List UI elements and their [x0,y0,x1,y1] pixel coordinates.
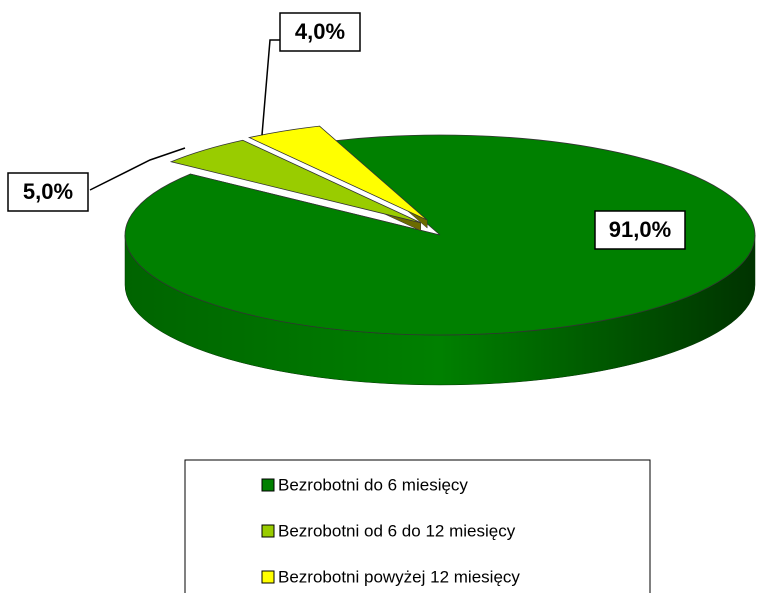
legend-label: Bezrobotni od 6 do 12 miesięcy [278,521,516,540]
legend-swatch [261,570,275,584]
legend-swatch [261,478,275,492]
pie [124,125,756,386]
value-label: 5,0% [23,179,73,204]
pie-slice [247,125,428,221]
legend-swatch [261,524,275,538]
leader-line [261,39,285,136]
value-label-box [7,172,89,212]
pie-slice [169,139,421,224]
value-label-box [594,210,686,250]
legend-label: Bezrobotni powyżej 12 miesięcy [278,567,520,586]
value-labels: 91,0% 5,0% 4,0% [7,12,686,250]
value-label: 91,0% [609,217,671,242]
legend: Bezrobotni do 6 miesięcy Bezrobotni od 6 … [261,475,520,586]
legend-label: Bezrobotni do 6 miesięcy [278,475,468,494]
value-label: 4,0% [295,19,345,44]
pie-slice [124,134,756,336]
leader-line [89,147,186,191]
value-label-box [279,12,361,52]
